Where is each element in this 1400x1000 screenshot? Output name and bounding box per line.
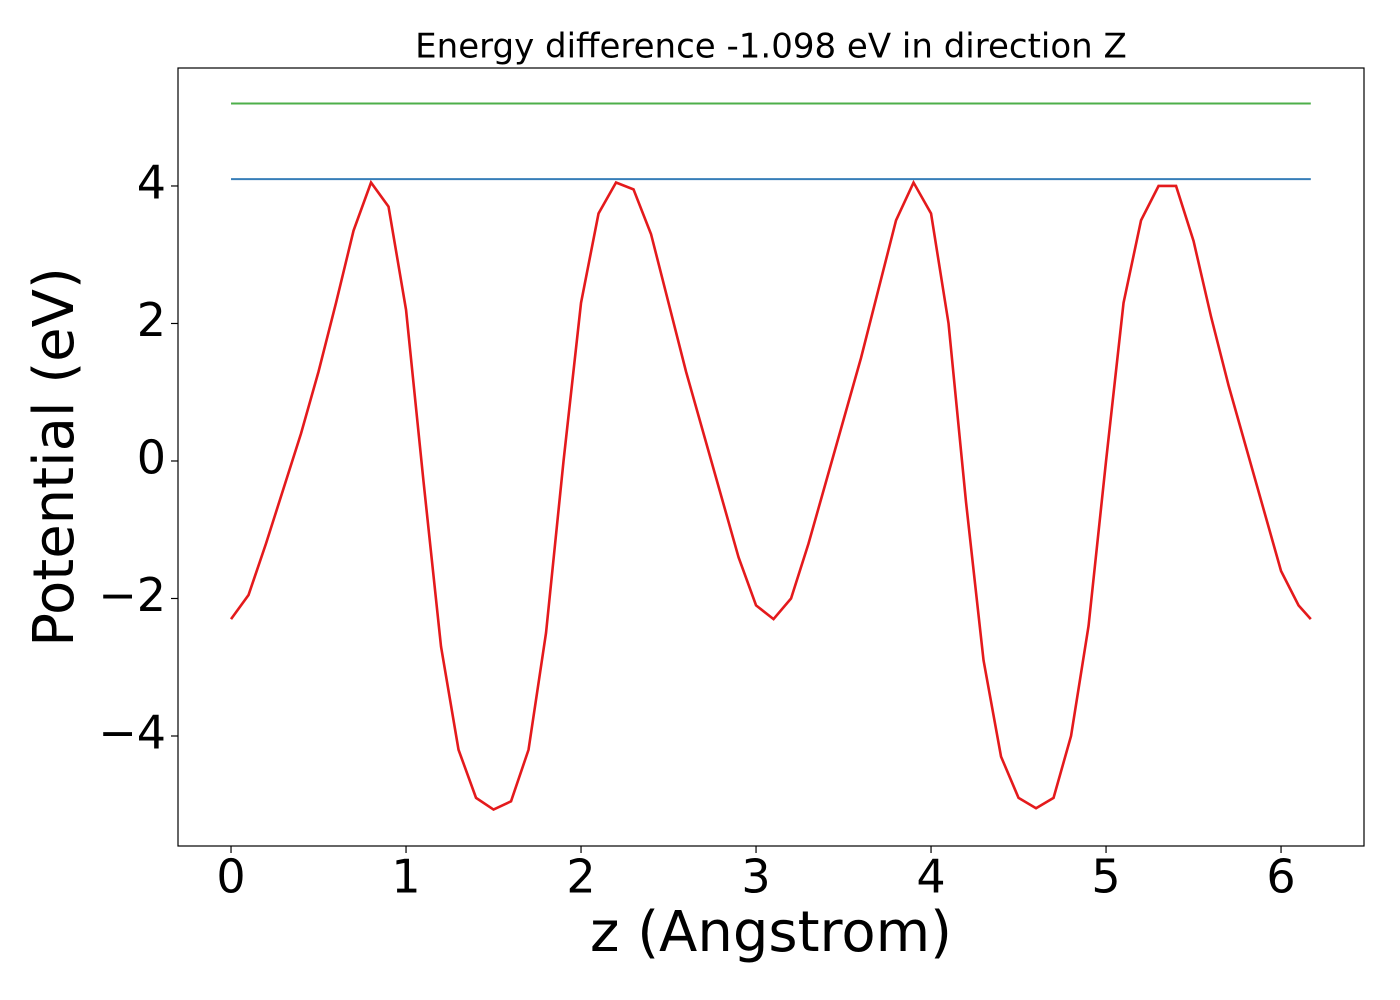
series-line xyxy=(229,179,1312,812)
x-tick-label: 0 xyxy=(216,850,245,904)
y-tick-label: 4 xyxy=(137,155,166,209)
x-tick-label: 5 xyxy=(1091,850,1120,904)
x-axis-label: z (Angstrom) xyxy=(590,900,952,965)
chart-title: Energy difference -1.098 eV in direction… xyxy=(415,27,1127,67)
y-axis-label: Potential (eV) xyxy=(22,267,87,647)
plot-frame xyxy=(177,67,1365,847)
x-tick-label: 1 xyxy=(391,850,420,904)
x-tick-label: 2 xyxy=(566,850,595,904)
y-tick-label: −2 xyxy=(98,568,166,622)
y-tick-label: 0 xyxy=(137,430,166,484)
y-tick-label: −4 xyxy=(98,705,166,759)
x-tick-label: 6 xyxy=(1266,850,1295,904)
x-tick-label: 4 xyxy=(916,850,945,904)
x-tick-label: 3 xyxy=(741,850,770,904)
y-tick-label: 2 xyxy=(137,293,166,347)
